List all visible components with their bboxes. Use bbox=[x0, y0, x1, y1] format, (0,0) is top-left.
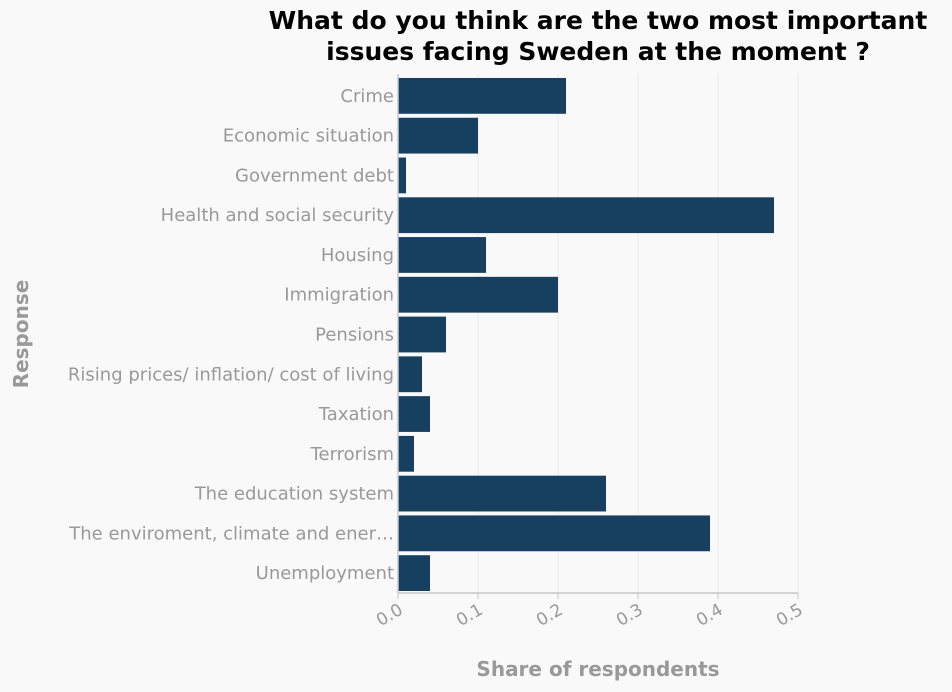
bar bbox=[398, 237, 486, 273]
x-tick-label: 0.0 bbox=[373, 600, 406, 631]
bars bbox=[398, 77, 774, 592]
bar bbox=[398, 77, 566, 114]
category-label: Government debt bbox=[235, 165, 394, 186]
category-label: Housing bbox=[321, 245, 394, 266]
bar bbox=[398, 475, 606, 512]
gridlines bbox=[477, 74, 799, 593]
x-tick-label: 0.1 bbox=[453, 600, 486, 631]
bar bbox=[398, 396, 430, 432]
chart-title-line-2: issues facing Sweden at the moment ? bbox=[326, 37, 870, 66]
category-label: Rising prices/ inflation/ cost of living bbox=[68, 364, 394, 385]
bar bbox=[398, 555, 430, 592]
category-label: Terrorism bbox=[310, 444, 394, 465]
bar bbox=[398, 435, 414, 472]
bar bbox=[398, 316, 446, 353]
bar bbox=[398, 515, 710, 552]
bar bbox=[398, 276, 558, 313]
x-tick-labels: 0.0 0.1 0.2 0.3 0.4 0.5 bbox=[373, 593, 807, 631]
category-label: The education system bbox=[194, 484, 394, 505]
bar bbox=[398, 117, 478, 154]
x-tick-label: 0.4 bbox=[693, 600, 726, 631]
category-label: The enviroment, climate and ener… bbox=[68, 523, 394, 544]
category-labels: Crime Economic situation Government debt He… bbox=[68, 86, 394, 584]
bar bbox=[398, 356, 422, 393]
x-tick-label: 0.5 bbox=[773, 600, 806, 631]
category-label: Health and social security bbox=[161, 205, 395, 226]
category-label: Economic situation bbox=[223, 126, 394, 147]
category-label: Immigration bbox=[284, 285, 394, 306]
x-tick-label: 0.3 bbox=[613, 600, 646, 631]
category-label: Pensions bbox=[315, 325, 394, 346]
chart-title-line-1: What do you think are the two most impor… bbox=[269, 6, 928, 35]
x-tick-label: 0.2 bbox=[533, 600, 566, 631]
category-label: Taxation bbox=[318, 404, 394, 425]
y-axis-title: Response bbox=[9, 280, 33, 389]
category-label: Crime bbox=[340, 86, 394, 107]
bar bbox=[398, 157, 406, 194]
category-label: Unemployment bbox=[256, 563, 394, 584]
x-axis-title: Share of respondents bbox=[476, 657, 719, 681]
bar bbox=[398, 197, 774, 234]
